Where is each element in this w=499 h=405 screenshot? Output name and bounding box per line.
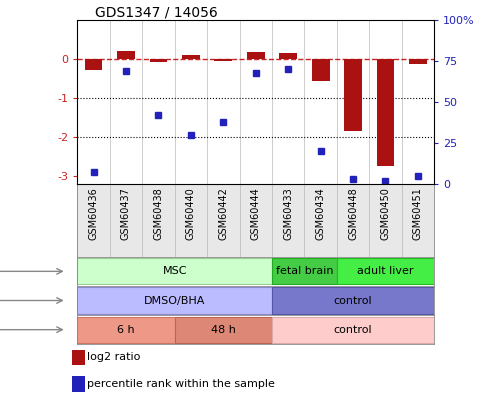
Text: GSM60448: GSM60448	[348, 188, 358, 240]
Text: GSM60451: GSM60451	[413, 188, 423, 241]
Text: log2 ratio: log2 ratio	[87, 352, 141, 362]
Bar	[337, 258, 434, 284]
Bar	[77, 258, 272, 284]
Text: DMSO/BHA: DMSO/BHA	[144, 296, 205, 305]
Bar	[272, 258, 337, 284]
Bar	[85, 59, 102, 70]
Bar	[247, 52, 264, 59]
Bar	[72, 376, 85, 392]
Text: percentile rank within the sample: percentile rank within the sample	[87, 379, 275, 389]
Text: control: control	[334, 325, 372, 335]
Text: MSC: MSC	[162, 266, 187, 276]
Bar	[182, 55, 200, 59]
Text: GSM60444: GSM60444	[250, 188, 261, 240]
Text: 48 h: 48 h	[211, 325, 236, 335]
Text: 6 h: 6 h	[117, 325, 135, 335]
Bar	[409, 59, 427, 64]
Text: adult liver: adult liver	[357, 266, 414, 276]
Bar	[272, 288, 434, 313]
Text: GSM60437: GSM60437	[121, 188, 131, 241]
Text: GSM60433: GSM60433	[283, 188, 293, 240]
Bar	[77, 288, 272, 313]
Bar	[117, 51, 135, 59]
Bar	[272, 317, 434, 343]
Text: GDS1347 / 14056: GDS1347 / 14056	[95, 5, 218, 19]
Bar	[72, 350, 85, 365]
Bar	[377, 59, 394, 166]
Text: GSM60434: GSM60434	[315, 188, 326, 240]
Bar	[175, 317, 272, 343]
Bar	[279, 53, 297, 59]
Bar	[312, 59, 329, 81]
Bar	[77, 317, 175, 343]
Text: GSM60442: GSM60442	[218, 188, 229, 241]
Bar	[215, 59, 232, 61]
Text: GSM60450: GSM60450	[380, 188, 391, 241]
Text: control: control	[334, 296, 372, 305]
Bar	[344, 59, 362, 131]
Text: GSM60438: GSM60438	[153, 188, 164, 240]
Text: GSM60440: GSM60440	[186, 188, 196, 240]
Bar	[150, 59, 167, 62]
Text: fetal brain: fetal brain	[275, 266, 333, 276]
Text: GSM60436: GSM60436	[88, 188, 99, 240]
